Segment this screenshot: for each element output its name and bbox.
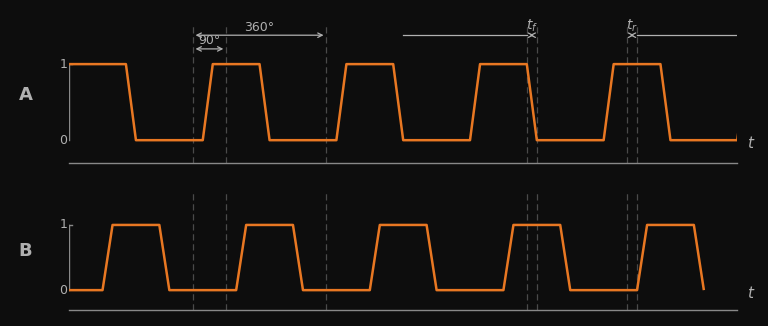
Text: 0: 0 <box>59 134 67 147</box>
Text: 1: 1 <box>59 218 67 231</box>
Text: $t_f$: $t_f$ <box>526 17 538 34</box>
Text: t: t <box>747 137 753 152</box>
Text: t: t <box>747 286 753 301</box>
Text: 360°: 360° <box>244 21 275 34</box>
Text: 90°: 90° <box>198 34 220 47</box>
Text: B: B <box>18 242 32 260</box>
Text: $t_r$: $t_r$ <box>626 17 638 34</box>
Text: A: A <box>18 85 32 104</box>
Text: 0: 0 <box>59 284 67 297</box>
Text: 1: 1 <box>59 58 67 71</box>
